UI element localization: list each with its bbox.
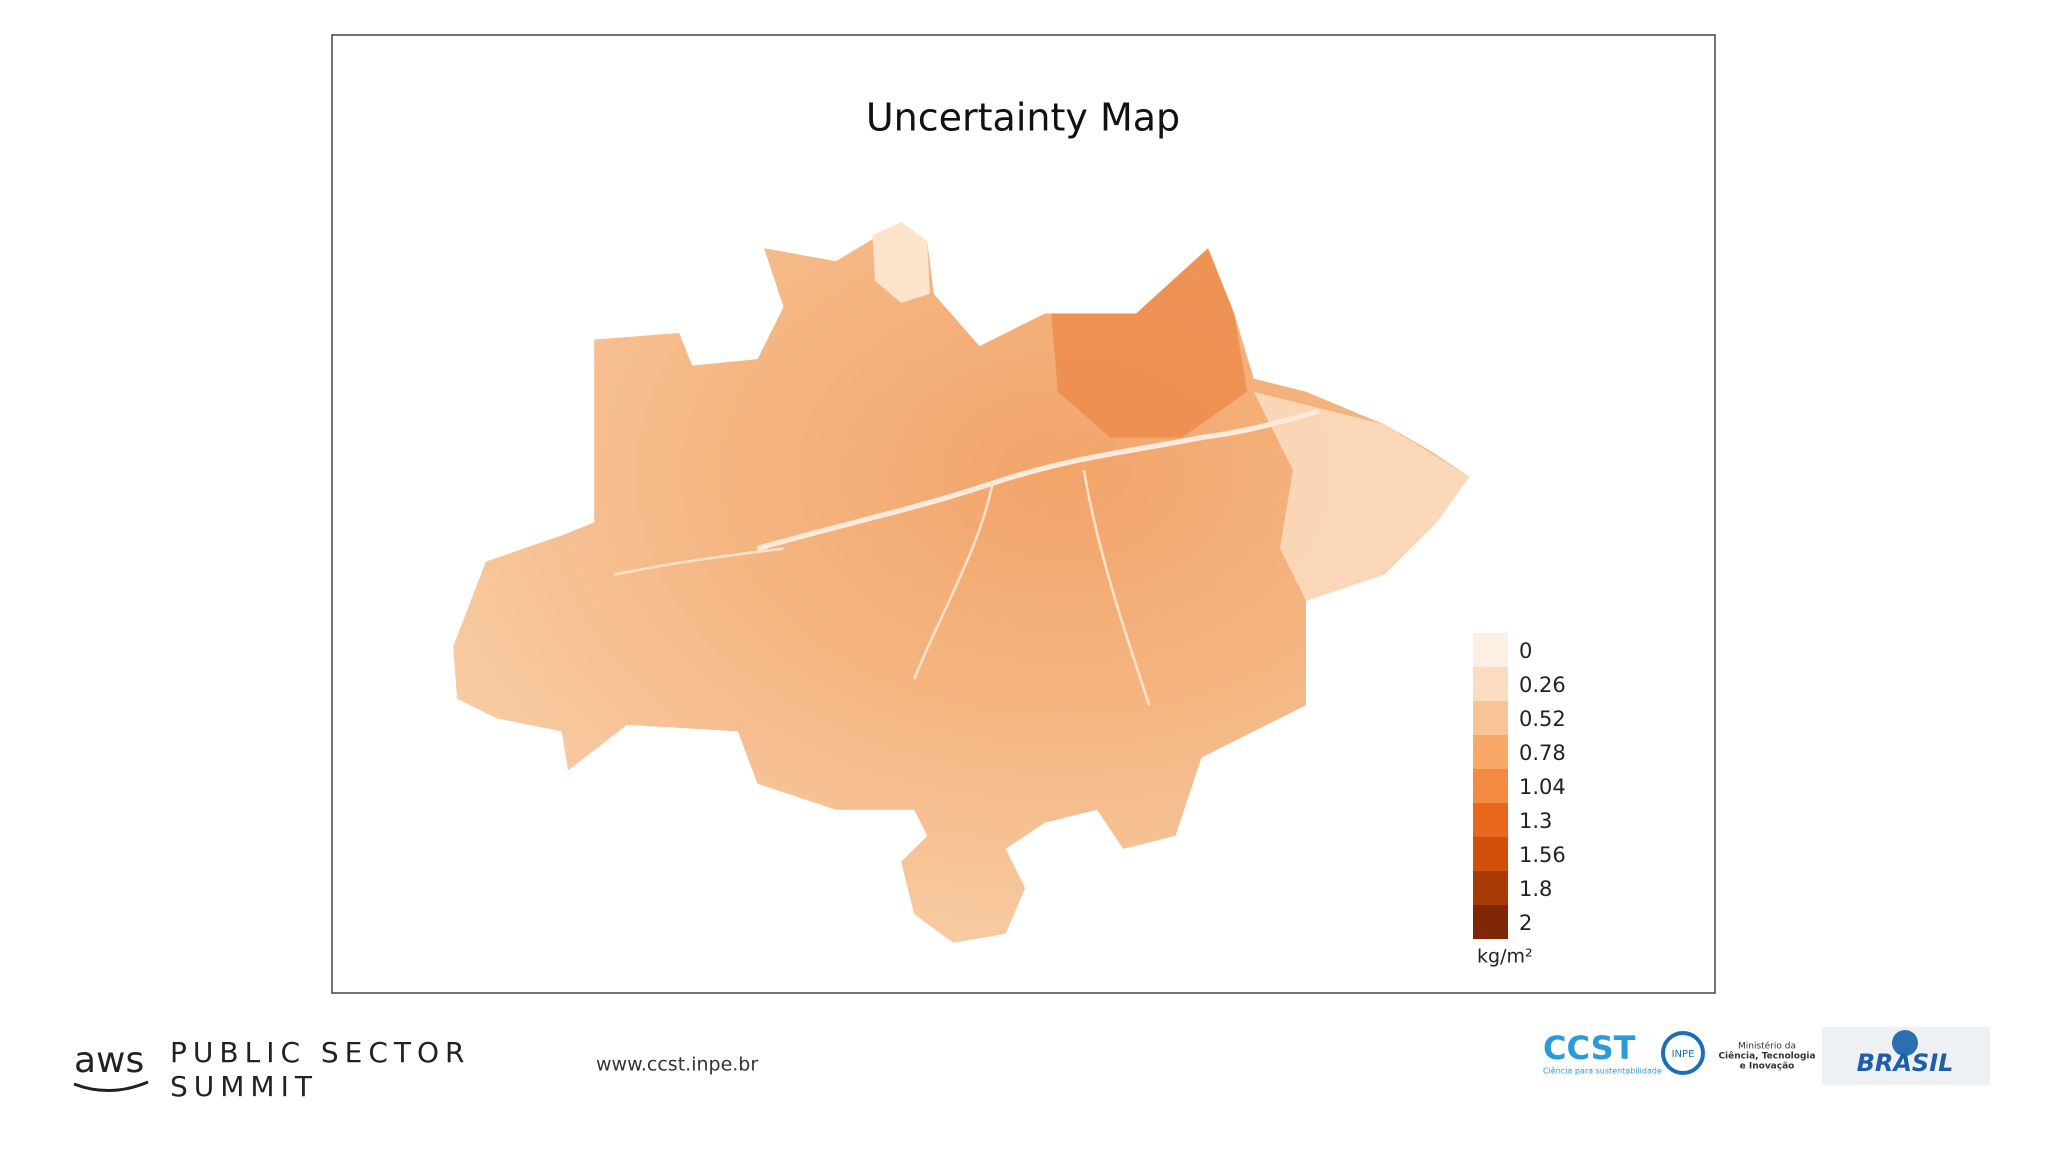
legend: 0 0.26 0.52 0.78 1.04 1.3 1.56 1.8 2 xyxy=(1473,633,1566,939)
legend-label: 1.56 xyxy=(1519,843,1566,867)
legend-swatch xyxy=(1473,667,1508,701)
brasil-logo: BRASIL xyxy=(1857,1049,1954,1077)
inpe-text: INPE xyxy=(1672,1049,1695,1060)
legend-swatch xyxy=(1473,803,1508,837)
legend-label: 0 xyxy=(1519,639,1532,663)
legend-swatch xyxy=(1473,701,1508,735)
aws-logo: aws xyxy=(74,1040,144,1081)
legend-label: 0.52 xyxy=(1519,707,1566,731)
legend-swatch xyxy=(1473,905,1508,939)
pale-region xyxy=(1253,391,1470,601)
event-name: PUBLIC SECTOR xyxy=(170,1036,471,1069)
legend-label: 1.8 xyxy=(1519,877,1552,901)
map xyxy=(453,222,1470,943)
legend-unit: kg/m² xyxy=(1477,946,1533,968)
river xyxy=(613,469,1151,706)
legend-swatch xyxy=(1473,837,1508,871)
legend-swatch xyxy=(1473,633,1508,667)
inpe-logo xyxy=(1661,1031,1705,1075)
ministry: Ciência, Tecnologia xyxy=(1718,1051,1815,1062)
event-name: SUMMIT xyxy=(170,1070,318,1103)
ccst-tagline: Ciência para sustentabilidade xyxy=(1543,1066,1662,1076)
river xyxy=(756,408,1320,552)
brasil-globe xyxy=(1892,1030,1918,1056)
url: www.ccst.inpe.br xyxy=(596,1054,758,1076)
dark-region xyxy=(1051,248,1248,438)
legend-label: 1.3 xyxy=(1519,809,1552,833)
legend-label: 2 xyxy=(1519,911,1532,935)
legend-swatch xyxy=(1473,769,1508,803)
legend-label: 0.26 xyxy=(1519,673,1566,697)
ministry: e Inovação xyxy=(1740,1062,1795,1072)
pale-region xyxy=(872,222,930,303)
legend-label: 1.04 xyxy=(1519,775,1566,799)
legend-swatch xyxy=(1473,735,1508,769)
legend-swatch xyxy=(1473,871,1508,905)
aws-smile xyxy=(73,1080,149,1093)
legend-label: 0.78 xyxy=(1519,741,1566,765)
map-title: Uncertainty Map xyxy=(866,96,1180,140)
ministry: Ministério da xyxy=(1738,1041,1796,1052)
ccst-logo: CCST xyxy=(1543,1029,1636,1067)
